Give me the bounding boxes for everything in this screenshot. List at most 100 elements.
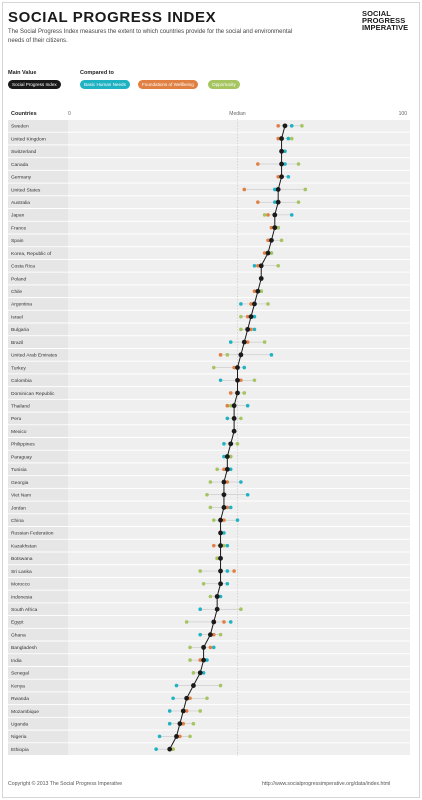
opp-point bbox=[269, 251, 274, 255]
opp-point bbox=[276, 225, 280, 230]
fow-point bbox=[184, 709, 189, 713]
country-row-bg bbox=[8, 145, 410, 158]
country-label-bg bbox=[8, 463, 68, 476]
country-row-bg bbox=[8, 336, 410, 348]
country-row-bg bbox=[8, 196, 410, 209]
country-label-bg bbox=[8, 158, 68, 170]
bhn-point bbox=[222, 454, 226, 459]
country-label-bg bbox=[8, 666, 68, 679]
fow-point bbox=[266, 213, 270, 217]
opp-point bbox=[239, 416, 243, 421]
country-label: Chile bbox=[11, 289, 22, 295]
spi-point bbox=[201, 657, 207, 663]
bhn-point bbox=[235, 518, 240, 522]
bhn-point bbox=[225, 569, 230, 573]
country-label: Sweden bbox=[11, 124, 29, 130]
logo-line-2: PROGRESS bbox=[362, 16, 406, 25]
country-row-bg bbox=[8, 234, 410, 247]
country-label: Jordan bbox=[11, 505, 26, 511]
bhn-point bbox=[289, 213, 294, 217]
spi-point bbox=[218, 555, 223, 561]
country-label: Thailand bbox=[11, 404, 30, 410]
country-label-bg bbox=[8, 717, 68, 730]
opp-point bbox=[242, 391, 247, 395]
tick-label-0: 0 bbox=[68, 111, 71, 117]
bhn-point bbox=[269, 353, 274, 357]
opp-point bbox=[225, 353, 230, 357]
fow-point bbox=[256, 200, 260, 204]
fow-point bbox=[228, 391, 233, 395]
opp-point bbox=[289, 136, 294, 141]
country-label-bg bbox=[8, 514, 68, 527]
opp-point bbox=[198, 709, 203, 713]
country-row-bg bbox=[8, 705, 410, 717]
page-subtitle: The Social Progress Index measures the e… bbox=[8, 29, 293, 44]
chip-opportunity[interactable]: Opportunity bbox=[208, 80, 240, 89]
fow-point bbox=[208, 645, 213, 650]
country-row-bg bbox=[8, 323, 410, 336]
footer-url[interactable]: http://www.socialprogressimperative.org/… bbox=[262, 781, 391, 787]
spi-point bbox=[231, 416, 237, 421]
bhn-point bbox=[222, 531, 226, 535]
spi-point bbox=[201, 644, 207, 650]
bhn-point bbox=[286, 136, 291, 141]
country-label-bg bbox=[8, 616, 68, 628]
country-label: Korea, Republic of bbox=[11, 251, 52, 257]
country-row-bg bbox=[8, 412, 410, 425]
bhn-point bbox=[289, 124, 294, 128]
fow-point bbox=[211, 632, 216, 637]
fow-point bbox=[252, 289, 257, 294]
bhn-point bbox=[252, 314, 257, 319]
bhn-point bbox=[225, 416, 230, 421]
country-label-bg bbox=[8, 679, 68, 692]
spi-point bbox=[279, 174, 284, 180]
spi-point bbox=[258, 263, 264, 269]
fow-point bbox=[276, 174, 280, 179]
country-label-bg bbox=[8, 501, 68, 514]
spi-point bbox=[218, 581, 223, 587]
country-label: South Africa bbox=[11, 607, 38, 613]
country-label: Kazakhstan bbox=[11, 543, 37, 549]
country-row-bg bbox=[8, 743, 410, 755]
chip-social-progress-index[interactable]: Social Progress Index bbox=[8, 80, 61, 89]
country-row-bg bbox=[8, 298, 410, 310]
opp-point bbox=[235, 442, 240, 446]
opp-point bbox=[296, 200, 301, 204]
bhn-point bbox=[239, 480, 243, 484]
country-label-bg bbox=[8, 336, 68, 348]
chip-basic-human-needs[interactable]: Basic Human Needs bbox=[80, 80, 130, 89]
country-label: Japan bbox=[11, 213, 25, 219]
country-row-bg bbox=[8, 272, 410, 285]
bhn-point bbox=[228, 505, 233, 510]
opp-point bbox=[239, 314, 243, 319]
country-row-bg bbox=[8, 259, 410, 272]
country-label: Rwanda bbox=[11, 696, 29, 702]
country-row-bg bbox=[8, 539, 410, 552]
countries-column-header: Countries bbox=[11, 111, 37, 117]
spi-point bbox=[184, 695, 190, 701]
fow-point bbox=[232, 569, 236, 573]
opp-point bbox=[276, 263, 280, 268]
fow-point bbox=[188, 696, 192, 701]
country-row-bg bbox=[8, 348, 410, 361]
spi-logo: SOCIAL PROGRESS IMPERATIVE bbox=[362, 10, 408, 32]
opp-point bbox=[300, 124, 304, 128]
tick-label-median: Median bbox=[229, 111, 246, 117]
country-row-bg bbox=[8, 132, 410, 145]
chip-foundations-of-wellbeing[interactable]: Foundations of Wellbeing bbox=[138, 80, 198, 89]
bhn-point bbox=[225, 581, 230, 586]
bhn-point bbox=[198, 607, 203, 612]
country-row-bg bbox=[8, 310, 410, 323]
spi-point bbox=[252, 301, 257, 307]
bhn-point bbox=[239, 302, 243, 306]
spi-point bbox=[197, 670, 203, 676]
spi-point bbox=[241, 339, 247, 345]
bhn-point bbox=[205, 658, 209, 662]
country-label-bg bbox=[8, 387, 68, 399]
spi-point bbox=[275, 199, 281, 205]
spi-point bbox=[180, 708, 186, 714]
country-label: Senegal bbox=[11, 671, 29, 677]
country-label-bg bbox=[8, 488, 68, 501]
country-label-bg bbox=[8, 259, 68, 272]
country-label: Israel bbox=[11, 314, 23, 320]
